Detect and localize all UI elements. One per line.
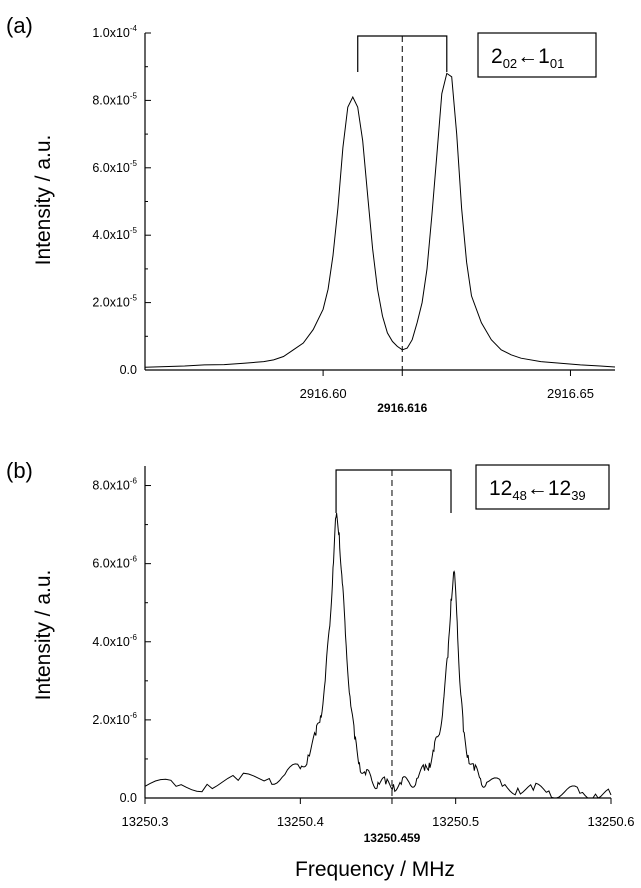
y-tick-mantissa: 8.0x10 (92, 93, 130, 107)
y-tick-exponent: -6 (130, 711, 138, 720)
y-tick-mantissa: 0.0 (120, 791, 137, 805)
upper-level-subscript: 02 (503, 56, 517, 71)
y-axis-label-a: Intensity / a.u. (32, 135, 55, 266)
y-tick-exponent: -4 (130, 24, 138, 33)
y-tick-exponent: -6 (130, 477, 138, 486)
lower-level: 12 (548, 477, 571, 500)
upper-level-subscript: 48 (512, 488, 526, 503)
x-tick-label: 2916.60 (300, 386, 347, 401)
lower-level-subscript: 39 (571, 488, 585, 503)
y-tick-mantissa: 0.0 (120, 363, 137, 377)
panel-b: (b) Intensity / a.u. 0.02.0x10-64.0x10-6… (6, 458, 635, 845)
center-frequency-label: 13250.459 (364, 831, 421, 845)
y-tick-label: 0.0 (120, 363, 137, 377)
y-tick-label: 2.0x10-5 (92, 294, 137, 310)
lower-level-subscript: 01 (550, 56, 564, 71)
y-tick-label: 1.0x10-4 (92, 24, 137, 40)
x-axis-label: Frequency / MHz (295, 858, 455, 881)
y-tick-label: 4.0x10-6 (92, 633, 137, 649)
panel-label-a: (a) (6, 13, 33, 38)
y-tick-label: 8.0x10-6 (92, 477, 137, 493)
doublet-bracket (357, 35, 448, 72)
spectrum-line (144, 72, 616, 368)
y-tick-mantissa: 8.0x10 (92, 479, 130, 493)
y-tick-exponent: -6 (130, 633, 138, 642)
y-tick-exponent: -5 (130, 159, 138, 168)
upper-level: 2 (491, 45, 503, 68)
y-tick-label: 0.0 (120, 791, 137, 805)
center-frequency-label: 2916.616 (377, 401, 427, 415)
y-tick-label: 6.0x10-6 (92, 555, 137, 571)
y-tick-label: 8.0x10-5 (92, 91, 137, 107)
panel-a: (a) Intensity / a.u. 0.02.0x10-54.0x10-5… (6, 13, 616, 415)
panel-label-b: (b) (6, 458, 33, 483)
y-tick-mantissa: 2.0x10 (92, 296, 130, 310)
x-tick-label: 13250.6 (588, 814, 635, 829)
doublet-bracket (335, 469, 452, 513)
transition-text: 202←101 (491, 45, 564, 71)
x-tick-label: 13250.4 (277, 814, 324, 829)
x-tick-label: 13250.5 (432, 814, 479, 829)
y-tick-exponent: -5 (130, 91, 138, 100)
y-tick-label: 6.0x10-5 (92, 159, 137, 175)
y-tick-exponent: -6 (130, 555, 138, 564)
plot-area-b (144, 469, 612, 799)
y-tick-mantissa: 1.0x10 (92, 26, 130, 40)
lower-level: 1 (538, 45, 550, 68)
y-axis-label-b: Intensity / a.u. (32, 570, 55, 701)
y-tick-mantissa: 4.0x10 (92, 228, 130, 242)
transition-label-b: 1248←1239 (475, 464, 610, 510)
transition-box (477, 32, 597, 78)
axes-b: 0.02.0x10-64.0x10-66.0x10-68.0x10-613250… (92, 466, 635, 845)
transition-arrow: ← (527, 477, 548, 500)
y-tick-mantissa: 2.0x10 (92, 713, 130, 727)
x-tick-label: 2916.65 (547, 386, 594, 401)
transition-label-a: 202←101 (477, 32, 597, 78)
y-tick-exponent: -5 (130, 226, 138, 235)
y-tick-label: 2.0x10-6 (92, 711, 137, 727)
y-tick-label: 4.0x10-5 (92, 226, 137, 242)
spectrum-line (144, 513, 612, 799)
y-tick-mantissa: 6.0x10 (92, 161, 130, 175)
transition-arrow: ← (517, 45, 538, 68)
x-tick-label: 13250.3 (122, 814, 169, 829)
y-tick-mantissa: 4.0x10 (92, 635, 130, 649)
transition-text: 1248←1239 (489, 477, 586, 503)
y-tick-mantissa: 6.0x10 (92, 557, 130, 571)
axes-a: 0.02.0x10-54.0x10-56.0x10-58.0x10-51.0x1… (92, 24, 615, 415)
transition-box (475, 464, 610, 510)
y-tick-exponent: -5 (130, 294, 138, 303)
plot-area-a (144, 35, 616, 370)
upper-level: 12 (489, 477, 512, 500)
